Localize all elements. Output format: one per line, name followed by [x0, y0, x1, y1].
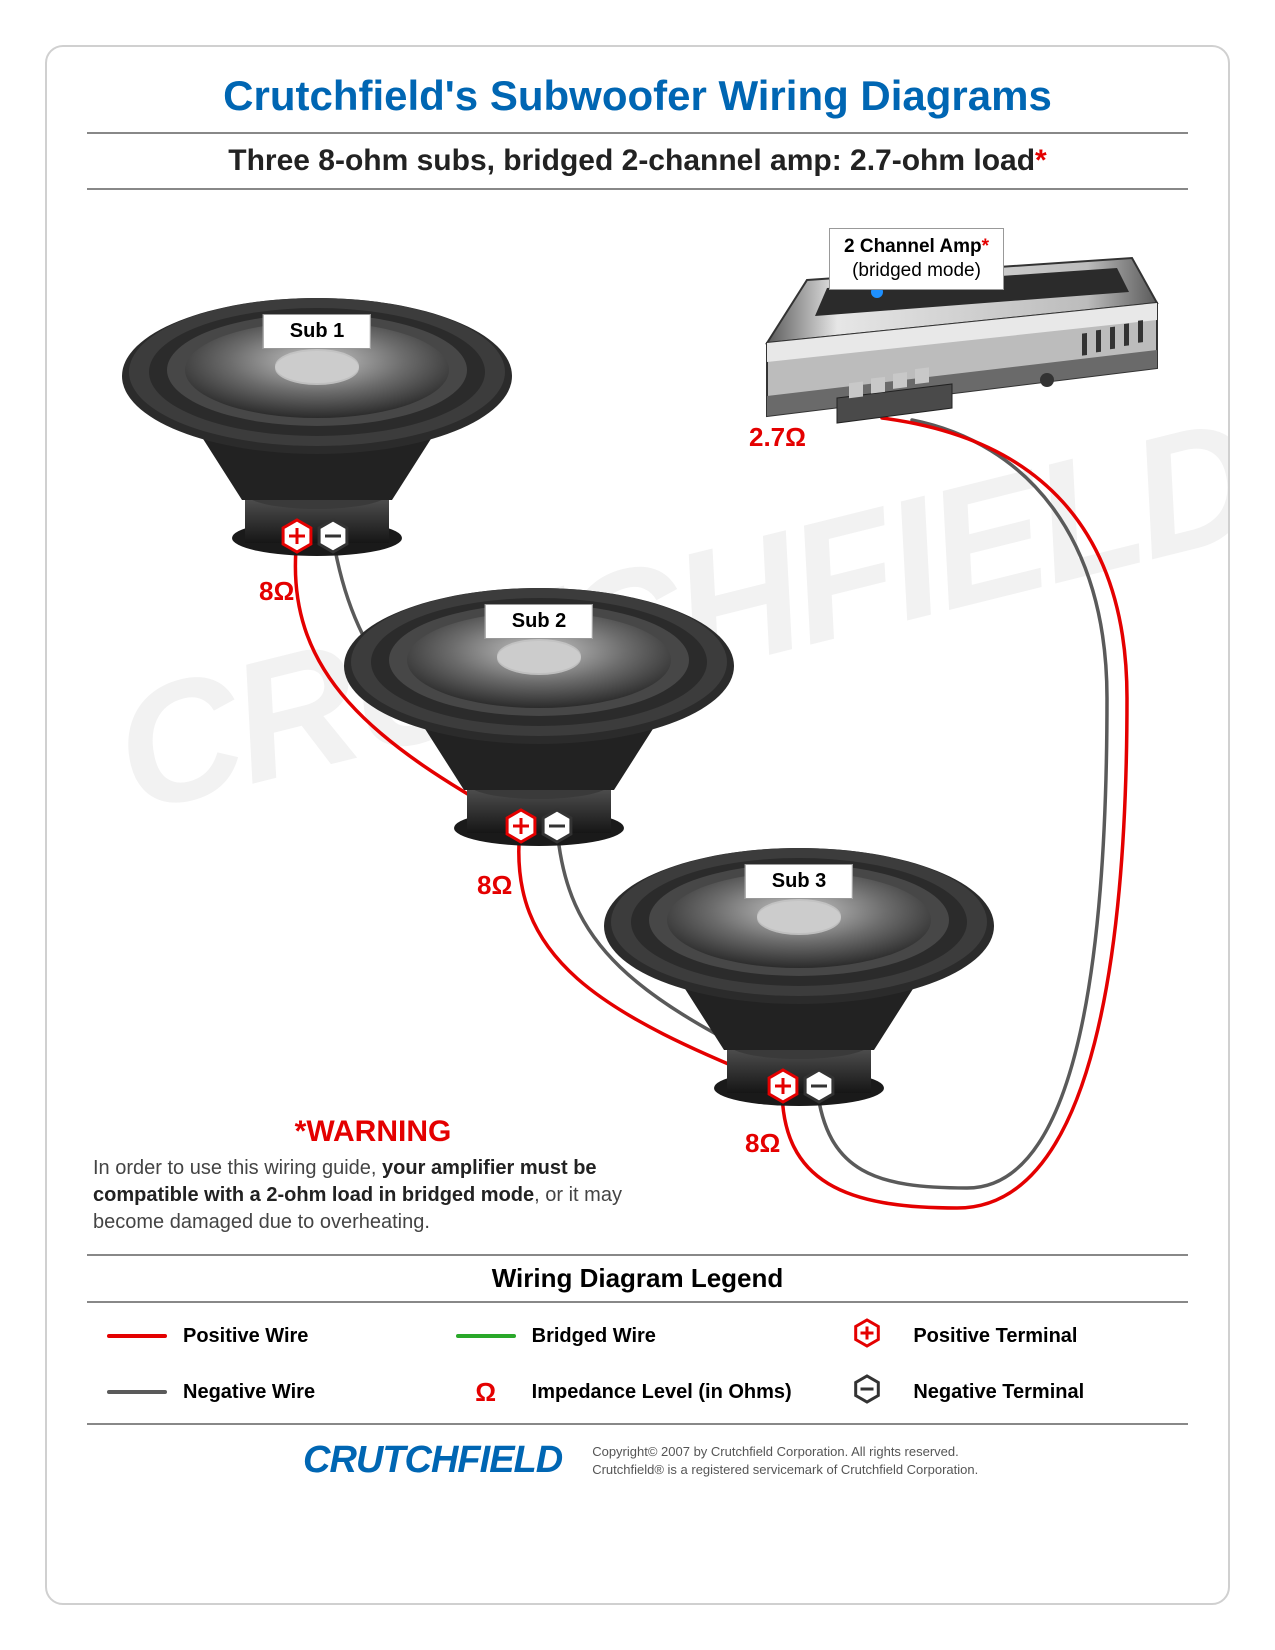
diagram-area: CRUTCHFIELD Sub 1 8Ω — [87, 198, 1188, 1248]
legend-line-swatch — [107, 1390, 167, 1394]
footer: CRUTCHFIELD Copyright© 2007 by Crutchfie… — [87, 1425, 1188, 1482]
subtitle-main: Three 8-ohm subs, bridged 2-channel amp:… — [228, 144, 1035, 177]
legend-item: Ω Impedance Level (in Ohms) — [456, 1373, 820, 1411]
legend-item: Negative Wire — [107, 1373, 438, 1411]
amp-label-ast: * — [982, 236, 989, 257]
sub3-label: Sub 3 — [745, 864, 853, 899]
sub2-ohm: 8Ω — [477, 870, 512, 901]
legend-label: Negative Wire — [183, 1381, 315, 1404]
legend-grid: Positive Wire Bridged Wire Positive Termin… — [87, 1317, 1188, 1425]
legend: Wiring Diagram Legend Positive Wire Bridg… — [87, 1254, 1188, 1425]
legend-item: Positive Terminal — [837, 1317, 1168, 1355]
amp-label-line2: (bridged mode) — [852, 260, 981, 281]
sub2-label: Sub 2 — [485, 604, 593, 639]
legend-item: Positive Wire — [107, 1317, 438, 1355]
subtitle-text: Three 8-ohm subs, bridged 2-channel amp:… — [228, 144, 1046, 177]
warning-text: In order to use this wiring guide, your … — [93, 1155, 653, 1236]
subtitle-row: Three 8-ohm subs, bridged 2-channel amp:… — [87, 132, 1188, 190]
legend-item: Bridged Wire — [456, 1317, 820, 1355]
legend-line-swatch — [107, 1334, 167, 1338]
legend-item: Negative Terminal — [837, 1373, 1168, 1411]
legend-title: Wiring Diagram Legend — [87, 1254, 1188, 1303]
legend-label: Impedance Level (in Ohms) — [532, 1381, 792, 1404]
legend-label: Positive Terminal — [913, 1325, 1077, 1348]
legend-line-swatch — [456, 1334, 516, 1338]
subwoofer-1: Sub 1 — [117, 268, 517, 583]
copyright-l1: Copyright© 2007 by Crutchfield Corporati… — [592, 1444, 959, 1459]
warning-title: *WARNING — [93, 1115, 653, 1149]
subtitle-asterisk: * — [1035, 144, 1047, 177]
amp-label: 2 Channel Amp* (bridged mode) — [829, 228, 1004, 290]
warning-block: *WARNING In order to use this wiring gui… — [93, 1115, 653, 1236]
amp-ohm: 2.7Ω — [749, 422, 806, 453]
page-title: Crutchfield's Subwoofer Wiring Diagrams — [87, 72, 1188, 120]
negative-terminal-icon — [837, 1373, 897, 1411]
copyright-l2: Crutchfield® is a registered servicemark… — [592, 1462, 978, 1477]
legend-label: Bridged Wire — [532, 1325, 656, 1348]
diagram-frame: Crutchfield's Subwoofer Wiring Diagrams … — [45, 45, 1230, 1605]
copyright: Copyright© 2007 by Crutchfield Corporati… — [592, 1443, 978, 1478]
brand-logo: CRUTCHFIELD — [93, 1439, 562, 1482]
subwoofer-3: Sub 3 — [599, 818, 999, 1133]
legend-label: Negative Terminal — [913, 1381, 1084, 1404]
sub1-label: Sub 1 — [263, 314, 371, 349]
sub3-ohm: 8Ω — [745, 1128, 780, 1159]
ohm-icon: Ω — [456, 1377, 516, 1408]
sub1-ohm: 8Ω — [259, 576, 294, 607]
positive-terminal-icon — [837, 1317, 897, 1355]
amp-label-line1: 2 Channel Amp — [844, 236, 982, 257]
legend-label: Positive Wire — [183, 1325, 308, 1348]
warning-pre: In order to use this wiring guide, — [93, 1157, 382, 1179]
